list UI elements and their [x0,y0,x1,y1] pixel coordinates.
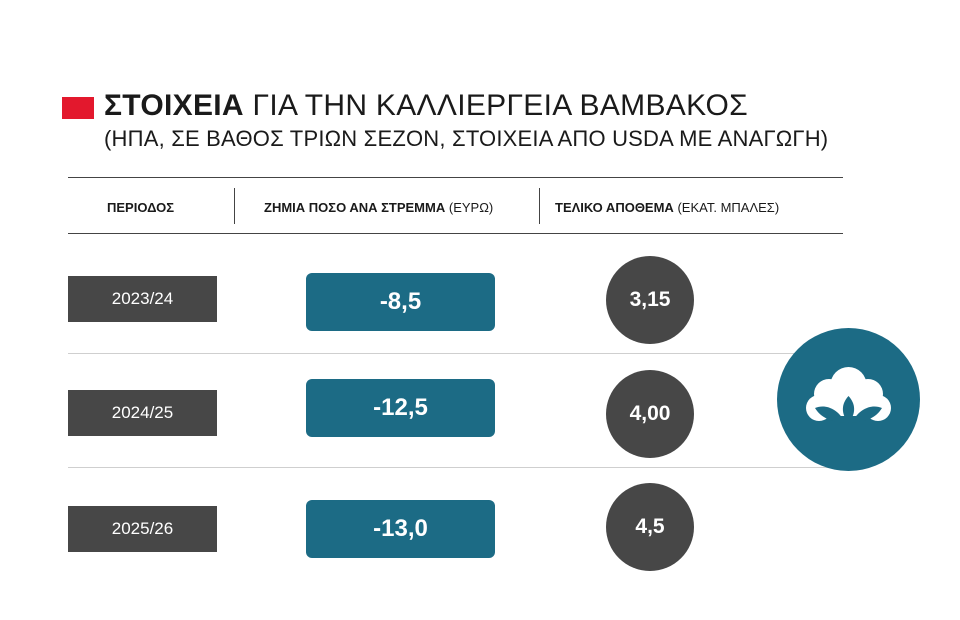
column-header-period: ΠΕΡΙΟΔΟΣ [107,198,174,218]
loss-value: -12,5 [306,379,495,437]
header-separator-2 [539,188,540,224]
header-stock-label: ΤΕΛΙΚΟ ΑΠΟΘΕΜΑ [555,200,674,215]
header-period-label: ΠΕΡΙΟΔΟΣ [107,200,175,215]
title-bold: ΣΤΟΙΧΕΙΑ [104,89,244,122]
stock-value: 3,15 [606,256,694,344]
header-bottom-rule [68,233,843,234]
period-label: 2025/26 [68,506,217,552]
header-loss-label: ΖΗΜΙΑ ΠΟΣΟ ΑΝΑ ΣΤΡΕΜΜΑ [264,200,446,215]
loss-value: -13,0 [306,500,495,558]
period-label: 2024/25 [68,390,217,436]
column-header-stock: ΤΕΛΙΚΟ ΑΠΟΘΕΜΑ (ΕΚΑΤ. ΜΠΑΛΕΣ) [555,198,779,218]
chart-title: ΣΤΟΙΧΕΙΑ ΓΙΑ ΤΗΝ ΚΑΛΛΙΕΡΓΕΙΑ ΒΑΜΒΑΚΟΣ [104,88,748,124]
header-top-rule [68,177,843,178]
cotton-boll-icon [777,328,920,471]
title-rest: ΓΙΑ ΤΗΝ ΚΑΛΛΙΕΡΓΕΙΑ ΒΑΜΒΑΚΟΣ [252,89,748,122]
row-divider-2 [68,467,843,468]
loss-value: -8,5 [306,273,495,331]
row-divider-1 [68,353,843,354]
header-separator-1 [234,188,235,224]
chart-subtitle: (ΗΠΑ, ΣΕ ΒΑΘΟΣ ΤΡΙΩΝ ΣΕΖΟΝ, ΣΤΟΙΧΕΙΑ ΑΠΟ… [104,126,829,151]
stock-value: 4,00 [606,370,694,458]
column-header-loss: ΖΗΜΙΑ ΠΟΣΟ ΑΝΑ ΣΤΡΕΜΜΑ (ΕΥΡΩ) [264,198,493,218]
header-stock-unit: (ΕΚΑΤ. ΜΠΑΛΕΣ) [677,200,780,215]
stock-value: 4,5 [606,483,694,571]
title-accent-square [62,97,94,119]
period-label: 2023/24 [68,276,217,322]
header-loss-unit: (ΕΥΡΩ) [448,200,494,215]
